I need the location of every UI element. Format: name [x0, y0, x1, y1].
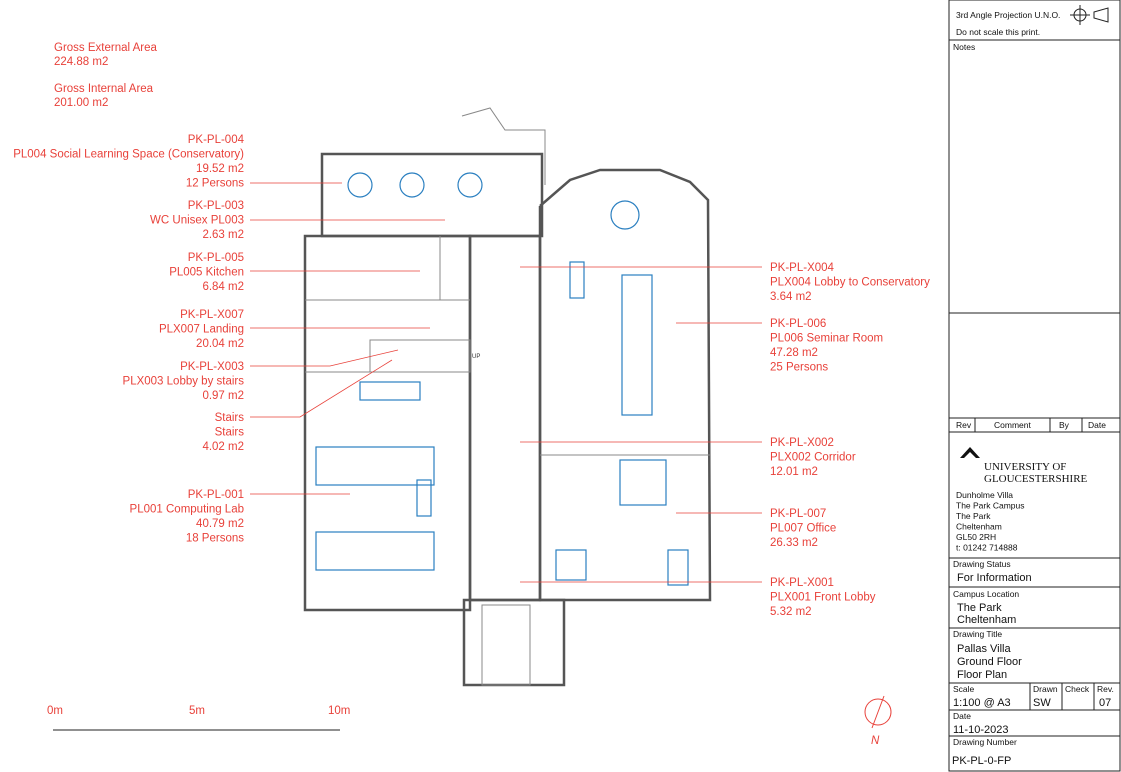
- address-line: The Park Campus: [956, 501, 1025, 511]
- drawing-number: PK-PL-0-FP: [952, 755, 1011, 767]
- room-label: 0.97 m2: [202, 390, 244, 402]
- address-line: GL50 2RH: [956, 532, 996, 542]
- room-label: PK-PL-X004: [770, 262, 835, 274]
- room-label: 6.84 m2: [202, 281, 244, 293]
- leader-line: [250, 359, 393, 418]
- east-block-wall: [538, 168, 712, 602]
- revision-header: Comment: [994, 420, 1031, 430]
- field-value: For Information: [957, 572, 1032, 584]
- room-label: PLX003 Lobby by stairs: [123, 376, 245, 388]
- room-label: 19.52 m2: [196, 163, 244, 175]
- room-label: PK-PL-X007: [180, 309, 244, 321]
- field-label: Scale: [953, 684, 975, 694]
- address-line: The Park: [956, 511, 991, 521]
- room-label: PK-PL-X003: [180, 361, 244, 373]
- room-label: PK-PL-X001: [770, 577, 834, 589]
- area-value: 201.00 m2: [54, 97, 108, 109]
- room-label: 40.79 m2: [196, 518, 244, 530]
- room-label: PK-PL-005: [188, 252, 244, 264]
- room-label: 3.64 m2: [770, 291, 812, 303]
- room-label: 2.63 m2: [202, 229, 244, 241]
- room-label: PLX002 Corridor: [770, 452, 856, 464]
- field-label: Campus Location: [953, 589, 1019, 599]
- scale-bar: 0m 5m 10m: [47, 705, 350, 731]
- room-label: PL004 Social Learning Space (Conservator…: [13, 149, 244, 161]
- title-block-text: 3rd Angle Projection U.N.O. Do not scale …: [952, 10, 1114, 767]
- warning: Do not scale this print.: [956, 27, 1040, 37]
- address-line: t: 01242 714888: [956, 543, 1018, 553]
- room-label: 12.01 m2: [770, 466, 818, 478]
- room-label: PK-PL-001: [188, 489, 244, 501]
- field-value: Cheltenham: [957, 614, 1016, 626]
- scale-label: 5m: [189, 705, 205, 717]
- room-label: 4.02 m2: [202, 441, 244, 453]
- room-label: PLX001 Front Lobby: [770, 592, 876, 604]
- address-line: Dunholme Villa: [956, 490, 1013, 500]
- plan-label: UP: [472, 354, 480, 360]
- room-label: PK-PL-004: [188, 134, 245, 146]
- notes-label: Notes: [953, 42, 975, 52]
- logo-text: GLOUCESTERSHIRE: [984, 473, 1088, 485]
- room-label: 5.32 m2: [770, 606, 812, 618]
- room-label: PLX007 Landing: [159, 324, 244, 336]
- room-label: PL005 Kitchen: [169, 267, 244, 279]
- area-summary: Gross External Area 224.88 m2 Gross Inte…: [54, 42, 158, 109]
- field-value: 07: [1099, 697, 1111, 709]
- room-label: PK-PL-003: [188, 200, 244, 212]
- room-label: Stairs: [215, 412, 245, 424]
- room-label: PL007 Office: [770, 523, 836, 535]
- room-label: 12 Persons: [186, 178, 244, 190]
- room-label: PLX004 Lobby to Conservatory: [770, 277, 930, 289]
- field-value: Ground Floor: [957, 656, 1022, 668]
- address-line: Cheltenham: [956, 522, 1002, 532]
- revision-header: By: [1059, 420, 1070, 430]
- stairs: [369, 339, 471, 373]
- field-label: Check: [1065, 684, 1090, 694]
- revision-header: Rev: [956, 420, 972, 430]
- room-label: PK-PL-007: [770, 508, 826, 520]
- field-value: SW: [1033, 697, 1051, 709]
- field-value: The Park: [957, 602, 1002, 614]
- field-value: Floor Plan: [957, 669, 1007, 681]
- north-label: N: [871, 735, 880, 747]
- projection: 3rd Angle Projection U.N.O.: [956, 10, 1060, 20]
- room-label: PL001 Computing Lab: [130, 504, 244, 516]
- leader-line: [250, 349, 399, 367]
- title-block: [948, 0, 1121, 772]
- entrance-steps: [481, 604, 531, 686]
- scale-label: 10m: [328, 705, 350, 717]
- field-label: Drawing Title: [953, 629, 1002, 639]
- area-label: Gross External Area: [54, 42, 158, 54]
- field-label: Drawing Number: [953, 737, 1017, 747]
- area-label: Gross Internal Area: [54, 83, 154, 95]
- scale-label: 0m: [47, 705, 63, 717]
- room-label: 18 Persons: [186, 533, 244, 545]
- area-value: 224.88 m2: [54, 56, 108, 68]
- field-label: Drawn: [1033, 684, 1058, 694]
- field-value: 1:100 @ A3: [953, 697, 1011, 709]
- room-label: PK-PL-X002: [770, 437, 834, 449]
- room-label: PL006 Seminar Room: [770, 333, 883, 345]
- field-label: Rev.: [1097, 684, 1114, 694]
- room-label: 47.28 m2: [770, 347, 818, 359]
- room-label: 20.04 m2: [196, 338, 244, 350]
- room-label: WC Unisex PL003: [150, 215, 244, 227]
- north-arrow: N: [864, 695, 892, 747]
- field-label: Drawing Status: [953, 559, 1011, 569]
- external-steps: [461, 107, 546, 185]
- room-labels: PK-PL-004 PL004 Social Learning Space (Co…: [13, 134, 930, 618]
- plan: UP: [303, 107, 712, 687]
- room-label: 25 Persons: [770, 362, 828, 374]
- room-label: PK-PL-006: [770, 318, 826, 330]
- field-value: Pallas Villa: [957, 643, 1011, 655]
- room-label: 26.33 m2: [770, 537, 818, 549]
- room-label: Stairs: [215, 427, 245, 439]
- field-label: Date: [953, 711, 971, 721]
- field-value: 11-10-2023: [953, 724, 1008, 736]
- revision-header: Date: [1088, 420, 1106, 430]
- logo-text: UNIVERSITY OF: [984, 461, 1066, 473]
